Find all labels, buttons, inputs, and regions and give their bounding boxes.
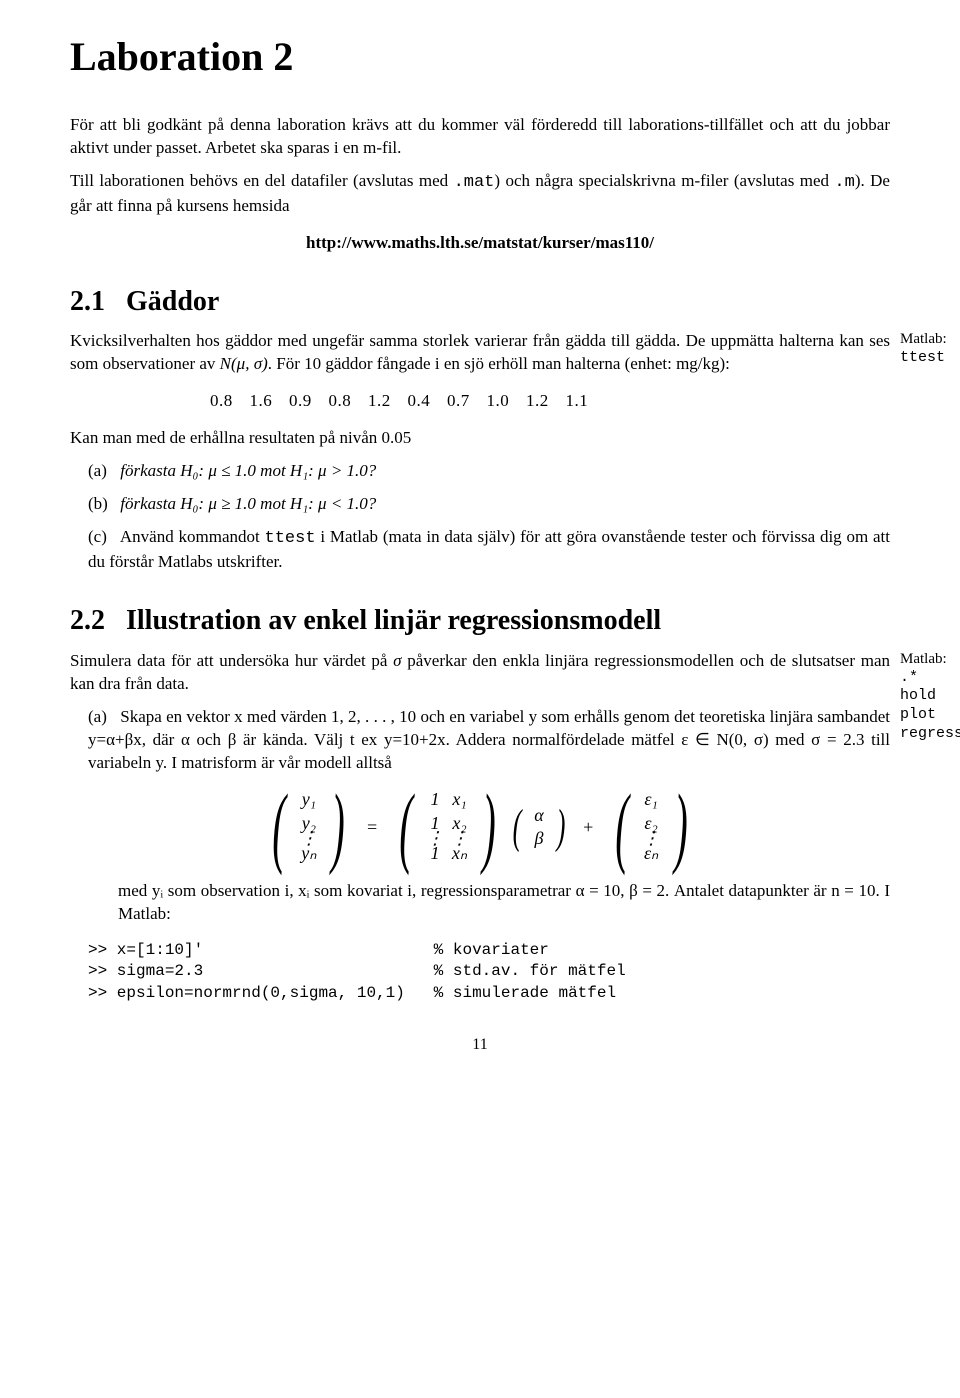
item-text: förkasta H₀: μ ≥ 1.0 mot H₁: μ < 1.0? xyxy=(120,494,376,513)
eq-sign: = xyxy=(366,815,378,839)
matrix-entry: 1 xyxy=(426,788,444,811)
sec22-post-matrix: med yᵢ som observation i, xᵢ som kovaria… xyxy=(118,880,890,926)
intro-text: Till laborationen behövs en del datafile… xyxy=(70,171,454,190)
item-label: (c) xyxy=(88,526,116,549)
inline-code: ttest xyxy=(265,529,316,548)
section-title: Illustration av enkel linjär regressions… xyxy=(126,605,661,636)
matrix-entry: α xyxy=(530,804,548,827)
section-number: 2.2 xyxy=(70,605,105,636)
intro-text: ) och några specialskrivna m-filer (avsl… xyxy=(494,171,834,190)
matrix-entry: ε₁ xyxy=(642,788,660,811)
code-ext-m: .m xyxy=(834,173,854,192)
data-value: 1.0 xyxy=(487,391,510,410)
sec22-sigma: σ xyxy=(393,651,401,670)
matrix-entry: ⋮ xyxy=(451,835,469,842)
matrix-equation: ( y₁ y₂ ⋮ yₙ ) = ( 1 1 ⋮ 1 x₁ x₂ ⋮ xₙ ) … xyxy=(70,788,890,865)
sec21-question-lead: Kan man med de erhållna resultaten på ni… xyxy=(70,427,890,450)
matrix-col-ab: α β xyxy=(530,804,548,851)
sec21-para: Kvicksilverhalten hos gäddor med ungefär… xyxy=(70,330,890,376)
margin-note-heading: Matlab: xyxy=(900,330,960,349)
matrix-entry: ⋮ xyxy=(300,835,318,842)
page-number: 11 xyxy=(70,1034,890,1056)
sec22-para: Simulera data för att undersöka hur värd… xyxy=(70,650,890,696)
matrix-col-eps: ε₁ ε₂ ⋮ εₙ xyxy=(642,788,660,865)
section-heading-22: 2.2 Illustration av enkel linjär regress… xyxy=(70,602,890,640)
sec21-text: . För 10 gäddor fångade i en sjö erhöll … xyxy=(268,354,730,373)
intro-para-1: För att bli godkänt på denna laboration … xyxy=(70,114,890,160)
item-label: (a) xyxy=(88,706,116,729)
matrix-entry: x₁ xyxy=(451,788,469,811)
matrix-entry: β xyxy=(530,827,548,850)
section-heading-21: 2.1 Gäddor xyxy=(70,283,890,321)
margin-note-code: ttest xyxy=(900,349,960,368)
data-value: 0.7 xyxy=(447,391,470,410)
matrix-entry: ⋮ xyxy=(642,835,660,842)
plus-sign: + xyxy=(582,815,594,839)
matrix-entry: y₁ xyxy=(300,788,318,811)
data-value: 0.9 xyxy=(289,391,312,410)
sec21-item-a: (a) förkasta H₀: μ ≤ 1.0 mot H₁: μ > 1.0… xyxy=(88,460,890,483)
margin-note-code: regress xyxy=(900,725,960,744)
sec21-item-b: (b) förkasta H₀: μ ≥ 1.0 mot H₁: μ < 1.0… xyxy=(88,493,890,516)
data-value: 0.8 xyxy=(329,391,352,410)
matrix-entry: yₙ xyxy=(300,842,318,865)
margin-note-heading: Matlab: xyxy=(900,650,960,669)
item-text: Skapa en vektor x med värden 1, 2, . . .… xyxy=(88,707,890,772)
matrix-col-y: y₁ y₂ ⋮ yₙ xyxy=(300,788,318,865)
sec21-math: N(μ, σ) xyxy=(220,354,268,373)
margin-note-code: hold xyxy=(900,687,960,706)
sec22-item-a: (a) Skapa en vektor x med värden 1, 2, .… xyxy=(88,706,890,775)
matrix-entry: εₙ xyxy=(642,842,660,865)
data-value: 1.1 xyxy=(566,391,589,410)
matrix-entry: xₙ xyxy=(451,842,469,865)
data-value: 1.6 xyxy=(250,391,273,410)
matlab-code-block: >> x=[1:10]' % kovariater >> sigma=2.3 %… xyxy=(88,940,890,1005)
course-url: http://www.maths.lth.se/matstat/kurser/m… xyxy=(70,232,890,255)
data-value: 0.4 xyxy=(408,391,431,410)
item-label: (b) xyxy=(88,493,116,516)
section-title: Gäddor xyxy=(126,286,219,317)
intro-para-2: Till laborationen behövs en del datafile… xyxy=(70,170,890,218)
page-title: Laboration 2 xyxy=(70,30,890,84)
sec21-item-c: (c) Använd kommandot ttest i Matlab (mat… xyxy=(88,526,890,574)
matrix-col-ones: 1 1 ⋮ 1 xyxy=(426,788,444,865)
sec21-data-values: 0.8 1.6 0.9 0.8 1.2 0.4 0.7 1.0 1.2 1.1 xyxy=(210,390,890,413)
item-text: förkasta H₀: μ ≤ 1.0 mot H₁: μ > 1.0? xyxy=(120,461,376,480)
margin-note-21: Matlab: ttest xyxy=(900,330,960,368)
data-value: 0.8 xyxy=(210,391,233,410)
item-label: (a) xyxy=(88,460,116,483)
matrix-col-x: x₁ x₂ ⋮ xₙ xyxy=(451,788,469,865)
sec22-text: Simulera data för att undersöka hur värd… xyxy=(70,651,393,670)
post-matrix-text: med yᵢ som observation i, xᵢ som kovaria… xyxy=(118,881,890,923)
margin-note-22: Matlab: .* hold plot regress xyxy=(900,650,960,744)
matrix-entry: ⋮ xyxy=(426,835,444,842)
margin-note-code: plot xyxy=(900,706,960,725)
margin-note-code: .* xyxy=(900,669,960,688)
data-value: 1.2 xyxy=(526,391,549,410)
item-text: Använd kommandot xyxy=(120,527,265,546)
data-value: 1.2 xyxy=(368,391,391,410)
section-number: 2.1 xyxy=(70,286,105,317)
code-ext-mat: .mat xyxy=(454,173,495,192)
